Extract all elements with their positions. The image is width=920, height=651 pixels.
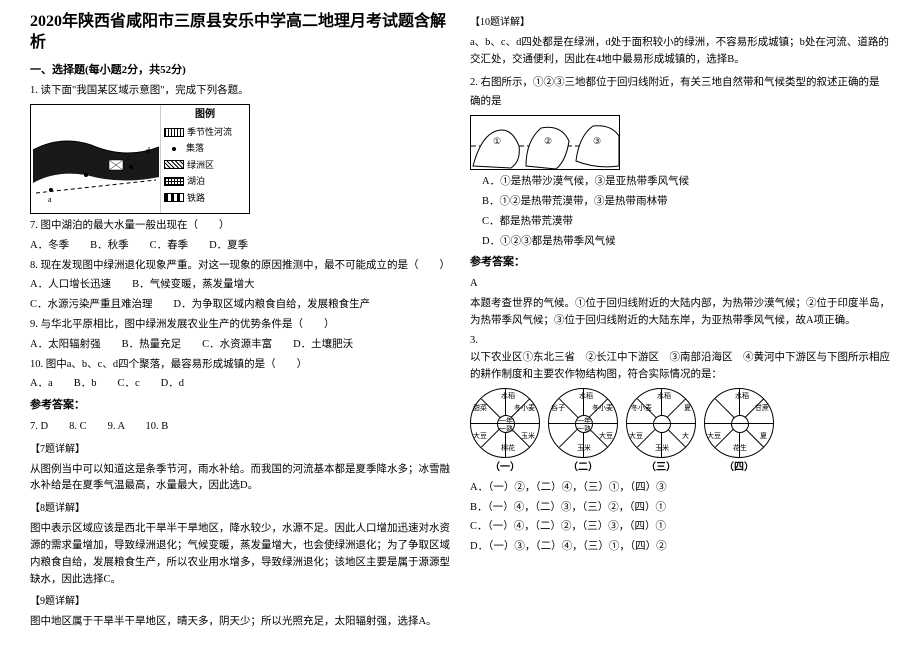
q3-opt-b: B．（一）④，（二）③，（三）②，（四）① (470, 500, 890, 517)
q2-intro-tail: 确的是 (470, 94, 890, 111)
q1-intro: 1. 读下面"我国某区域示意图"，完成下列各题。 (30, 83, 450, 100)
svg-text:c: c (127, 153, 131, 162)
q9-opts: A．太阳辐射强 B．热量充足 C．水资源丰富 D．土壤肥沃 (30, 337, 450, 354)
q8-opts-a: A．人口增长迅速 B．气候变暖，蒸发量增大 (30, 277, 450, 294)
svg-text:a: a (48, 195, 52, 204)
legend: 图例 季节性河流 集落 绿洲区 湖泊 铁路 (161, 105, 249, 213)
exp2: 本题考查世界的气候。①位于回归线附近的大陆内部，为热带沙漠气候；②位于印度半岛，… (470, 296, 890, 330)
q2-opt-a: A．①是热带沙漠气候，③是亚热带季风气候 (482, 174, 890, 191)
svg-text:b: b (83, 180, 87, 189)
strip-svg: ① ② ③ (471, 116, 620, 170)
answers: 7. D 8. C 9. A 10. B (30, 419, 450, 436)
section-heading: 一、选择题(每小题2分，共52分) (30, 62, 450, 80)
q8: 8. 现在发现图中绿洲退化现象严重。对这一现象的原因推测中，最不可能成立的是（ … (30, 258, 450, 275)
q10-opts: A．a B．b C．c D．d (30, 376, 450, 393)
exp8-tag: 【8题详解】 (30, 501, 85, 517)
svg-text:②: ② (544, 136, 552, 146)
legend-item: 集落 (186, 141, 204, 155)
q10: 10. 图中a、b、c、d四个聚落，最容易形成城镇的是（ ） (30, 357, 450, 374)
q2-opt-b: B．①②是热带荒漠带，③是热带雨林带 (482, 194, 890, 211)
exp10: a、b、c、d四处都是在绿洲，d处于面积较小的绿洲，不容易形成城镇；b处在河流、… (470, 35, 890, 69)
q2-intro: 2. 右图所示，①②③三地都位于回归线附近，有关三地自然带和气候类型的叙述正确的… (470, 75, 890, 92)
exp9: 图中地区属于干旱半干旱地区，晴天多，阴天少；所以光照充足，太阳辐射强，选择A。 (30, 614, 450, 631)
region-map-figure: a b c d 图例 季节性河流 集落 绿洲区 湖泊 铁路 (30, 104, 250, 214)
q9: 9. 与华北平原相比，图中绿洲发展农业生产的优势条件是（ ） (30, 317, 450, 334)
pie-3: 水稻 夏 大 玉米 大豆 冬小麦 (626, 388, 696, 458)
pie-1: 一年 一熟 水稻 冬小麦 玉米 棉花 大豆 甜菜 (470, 388, 540, 458)
world-strip-map: ① ② ③ (470, 115, 620, 170)
q2-opt-c: C．都是热带荒漠带 (482, 214, 890, 231)
ans2: A (470, 276, 890, 293)
legend-item: 绿洲区 (187, 158, 214, 172)
right-column: 【10题详解】 a、b、c、d四处都是在绿洲，d处于面积较小的绿洲，不容易形成城… (460, 12, 900, 639)
q3-opt-c: C．（一）④，（二）②，（三）③，（四）① (470, 519, 890, 536)
exp7: 从图例当中可以知道这是条季节河，雨水补给。而我国的河流基本都是夏季降水多；冰雪融… (30, 462, 450, 496)
q7-opts: A．冬季 B．秋季 C．春季 D．夏季 (30, 238, 450, 255)
q2-opt-d: D．①②③都是热带季风气候 (482, 234, 890, 251)
pie-row: 一年 一熟 水稻 冬小麦 玉米 棉花 大豆 甜菜 （一） 一年 一熟 水稻 冬小… (470, 388, 890, 476)
q7: 7. 图中湖泊的最大水量一般出现在（ ） (30, 218, 450, 235)
exp8: 图中表示区域应该是西北干旱半干旱地区，降水较少，水源不足。因此人口增加迅速对水资… (30, 521, 450, 588)
q8-opts-b: C．水源污染严重且难治理 D．为争取区域内粮食自给，发展粮食生产 (30, 297, 450, 314)
exp10-tag: 【10题详解】 (470, 15, 530, 31)
pie-2: 一年 一熟 水稻 冬小麦 大豆 玉米 谷子 (548, 388, 618, 458)
ref-head: 参考答案： (30, 397, 450, 415)
svg-text:③: ③ (593, 136, 601, 146)
legend-item: 季节性河流 (187, 125, 232, 139)
map-svg: a b c d (31, 105, 161, 213)
svg-text:d: d (146, 146, 150, 155)
map-area: a b c d (31, 105, 161, 213)
exp9-tag: 【9题详解】 (30, 594, 85, 610)
q3-opt-a: A．（一）②，（二）④，（三）①，（四）③ (470, 480, 890, 497)
left-column: 2020年陕西省咸阳市三原县安乐中学高二地理月考试题含解析 一、选择题(每小题2… (20, 12, 460, 639)
exp7-tag: 【7题详解】 (30, 442, 85, 458)
legend-item: 湖泊 (187, 174, 205, 188)
q3-intro: 3. 以下农业区①东北三省 ②长江中下游区 ③南部沿海区 ④黄河中下游区与下图所… (470, 333, 890, 383)
ref-head-2: 参考答案： (470, 254, 890, 272)
legend-item: 铁路 (187, 191, 205, 205)
pie-4: 水稻 甘蔗 夏 花生 大豆 (704, 388, 774, 458)
page-title: 2020年陕西省咸阳市三原县安乐中学高二地理月考试题含解析 (30, 12, 450, 54)
svg-text:①: ① (493, 136, 501, 146)
legend-title: 图例 (164, 107, 246, 123)
q3-opt-d: D．（一）③，（二）④，（三）①，（四）② (470, 539, 890, 556)
